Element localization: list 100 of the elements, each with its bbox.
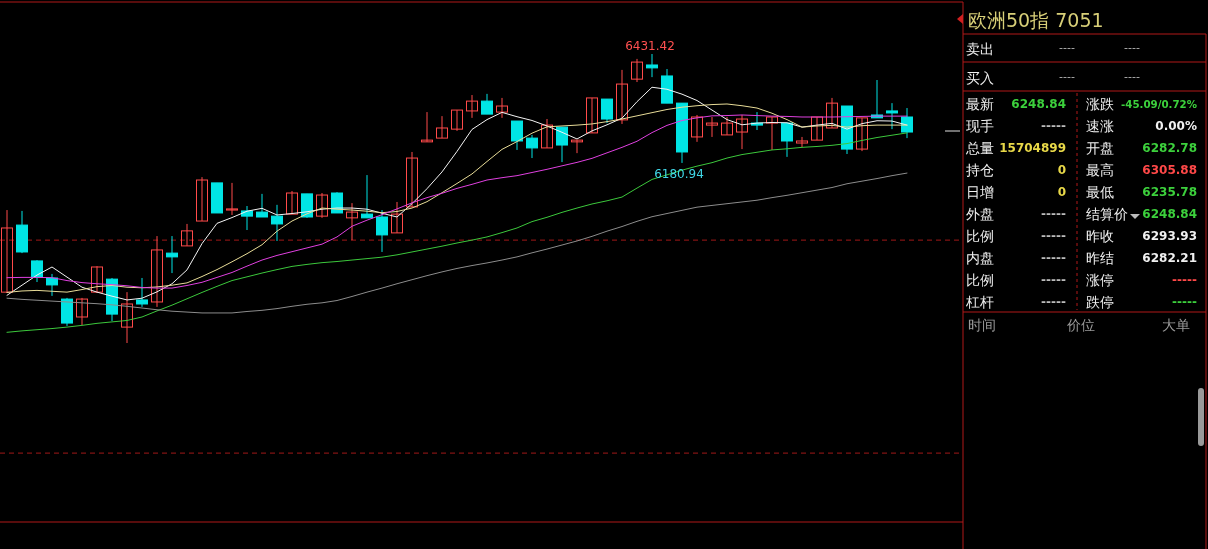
text: 昨收 <box>1086 228 1114 244</box>
text: 6248.84 <box>1142 207 1197 221</box>
text: ---- <box>1059 41 1075 54</box>
candlestick <box>781 122 793 158</box>
candlestick <box>526 134 538 159</box>
candlestick <box>196 176 208 222</box>
text: 最低 <box>1086 184 1114 200</box>
text: 6235.78 <box>1142 185 1197 199</box>
candlestick <box>826 97 838 129</box>
text: ---- <box>1124 70 1140 83</box>
text: 杠杆 <box>965 294 994 310</box>
text: 15704899 <box>999 141 1066 155</box>
candlestick <box>556 126 568 163</box>
candlestick <box>166 235 178 274</box>
candlestick <box>391 201 403 234</box>
candlestick <box>31 259 43 283</box>
candlestick <box>901 107 913 139</box>
text: 比例 <box>966 228 994 244</box>
candlestick <box>706 116 718 138</box>
text: 跌停 <box>1086 294 1114 310</box>
text: 6431.42 <box>625 39 675 53</box>
text: 外盘 <box>966 206 994 222</box>
candlestick <box>361 174 373 219</box>
text: 持仓 <box>966 162 994 178</box>
text: 0 <box>1057 185 1066 199</box>
text: 最新 <box>966 96 994 112</box>
candlestick <box>541 118 553 149</box>
text: 6293.93 <box>1142 229 1197 243</box>
text: ----- <box>1041 229 1067 243</box>
text: 涨停 <box>1086 272 1114 288</box>
candlestick <box>121 291 133 344</box>
text: -45.09/0.72% <box>1121 98 1197 110</box>
text: 6282.78 <box>1142 141 1197 155</box>
text: 6282.21 <box>1142 251 1197 265</box>
candlestick <box>286 190 298 215</box>
text: 最高 <box>1086 162 1114 178</box>
candlestick <box>61 297 73 327</box>
candlestick <box>451 109 463 132</box>
text: 日增 <box>966 184 994 200</box>
candlestick <box>91 265 103 294</box>
candlestick <box>886 102 898 130</box>
candlestick <box>766 116 778 151</box>
text: 买入 <box>966 70 994 86</box>
candlestick <box>151 235 163 308</box>
text: 涨跌 <box>1086 96 1114 112</box>
candlestick <box>601 98 613 124</box>
candlestick <box>646 53 658 78</box>
candlestick <box>481 93 493 115</box>
text: ---- <box>1124 41 1140 54</box>
candlestick <box>136 277 148 308</box>
text: 速涨 <box>1086 118 1114 134</box>
candlestick <box>421 111 433 143</box>
candlestick <box>376 209 388 253</box>
text: ----- <box>1041 207 1067 221</box>
candlestick <box>466 94 478 119</box>
text: ---- <box>1059 70 1075 83</box>
candlestick <box>316 192 328 219</box>
candlestick <box>436 115 448 139</box>
candlestick <box>631 58 643 83</box>
candlestick <box>46 273 58 297</box>
text: 0.00% <box>1155 119 1197 133</box>
candlestick <box>586 97 598 134</box>
candlestick <box>181 223 193 247</box>
candlestick <box>1 209 13 294</box>
text: 现手 <box>966 118 994 134</box>
text: 昨结 <box>1086 250 1114 266</box>
candlestick <box>796 136 808 148</box>
candlestick <box>736 114 748 150</box>
text: 6305.88 <box>1142 163 1197 177</box>
text: 0 <box>1057 163 1066 177</box>
text: 6248.84 <box>1011 97 1066 111</box>
text: ----- <box>1041 273 1067 287</box>
text: 比例 <box>966 272 994 288</box>
text: ----- <box>1172 295 1198 309</box>
text: 总量 <box>965 140 994 156</box>
candlestick <box>76 297 88 326</box>
candlestick <box>496 97 508 119</box>
text: ----- <box>1041 295 1067 309</box>
text: 欧洲50指 7051 <box>968 9 1104 31</box>
candlestick <box>271 204 283 242</box>
candlestick <box>691 114 703 143</box>
text: ----- <box>1041 119 1067 133</box>
text: 内盘 <box>966 250 994 266</box>
text: 开盘 <box>1086 140 1114 156</box>
text: 大单 <box>1162 317 1190 333</box>
candlestick <box>406 151 418 208</box>
candlestick <box>811 116 823 141</box>
candlestick <box>511 120 523 151</box>
candlestick <box>346 202 358 241</box>
text: 价位 <box>1066 317 1095 333</box>
candlestick <box>856 117 868 152</box>
text: 结算价 <box>1086 206 1128 222</box>
candlestick <box>571 139 583 154</box>
candlestick <box>256 193 268 218</box>
candlestick <box>721 116 733 136</box>
text: 卖出 <box>966 41 994 57</box>
candlestick <box>616 69 628 125</box>
text: 时间 <box>968 317 996 333</box>
text: ----- <box>1041 251 1067 265</box>
candlestick <box>226 182 238 216</box>
